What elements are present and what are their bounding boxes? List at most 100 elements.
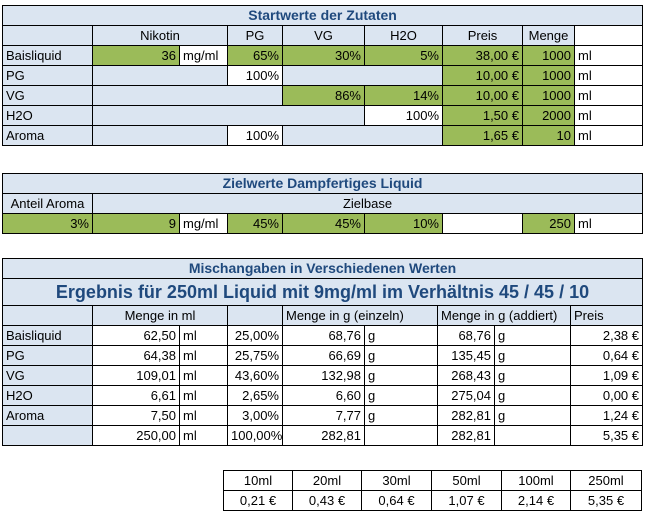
ml-value: 109,01	[92, 365, 180, 386]
preis-value: 1,24 €	[569, 405, 644, 426]
empty-cell	[92, 65, 228, 86]
size-label: 30ml	[361, 470, 432, 491]
menge-input[interactable]: 1000	[522, 65, 575, 86]
header-pg: PG	[227, 25, 283, 46]
g-unit	[364, 425, 438, 446]
g-added-value: 68,76	[437, 325, 495, 346]
ml-value: 62,50	[92, 325, 180, 346]
corner-cell	[2, 25, 93, 46]
g-added-unit: g	[494, 405, 571, 426]
percent-value: 25,00%	[227, 325, 283, 346]
menge-input[interactable]: 2000	[522, 105, 575, 126]
start-row-vg: VG 86% 14% 10,00 € 1000 ml	[2, 85, 644, 106]
price-value: 5,35 €	[570, 490, 642, 511]
preis-input[interactable]: 38,00 €	[442, 45, 523, 66]
header-preis: Preis	[442, 25, 523, 46]
aroma-anteil-input[interactable]: 3%	[2, 213, 93, 234]
g-total: 282,81	[282, 425, 365, 446]
empty-cell	[92, 105, 365, 126]
preis-value: 2,38 €	[569, 325, 644, 346]
ml-value: 6,61	[92, 385, 180, 406]
ml-unit: ml	[179, 365, 228, 386]
ziel-menge-input[interactable]: 250	[522, 213, 575, 234]
menge-input[interactable]: 1000	[522, 45, 575, 66]
row-label: PG	[2, 345, 93, 366]
row-label: VG	[2, 365, 93, 386]
preis-input[interactable]: 1,50 €	[442, 105, 523, 126]
ziel-h2o-input[interactable]: 10%	[364, 213, 443, 234]
g-added-total: 282,81	[437, 425, 495, 446]
g-added-value: 268,43	[437, 365, 495, 386]
percent-value: 25,75%	[227, 345, 283, 366]
ziel-table: Zielwerte Dampfertiges Liquid Anteil Aro…	[1, 173, 644, 234]
empty-cell	[282, 65, 443, 86]
ziel-title: Zielwerte Dampfertiges Liquid	[1, 173, 644, 194]
misch-row-vg: VG 109,01 ml 43,60% 132,98 g 268,43 g 1,…	[2, 365, 644, 386]
price-values-row: 0,21 € 0,43 € 0,64 € 1,07 € 2,14 € 5,35 …	[223, 490, 642, 511]
menge-input[interactable]: 10	[522, 125, 575, 146]
vg-input[interactable]: 30%	[282, 45, 365, 66]
vg-input[interactable]: 86%	[282, 85, 365, 106]
preis-total: 5,35 €	[569, 425, 644, 446]
ml-unit: ml	[179, 405, 228, 426]
percent-value: 3,00%	[227, 405, 283, 426]
h2o-value: 100%	[364, 105, 443, 126]
misch-row-h2o: H2O 6,61 ml 2,65% 6,60 g 275,04 g 0,00 €	[2, 385, 644, 406]
ziel-vg-input[interactable]: 45%	[282, 213, 365, 234]
header-h2o: H2O	[364, 25, 443, 46]
row-label: VG	[2, 85, 93, 106]
price-table: 10ml 20ml 30ml 50ml 100ml 250ml 0,21 € 0…	[223, 470, 642, 511]
nikotin-input[interactable]: 36	[92, 45, 180, 66]
corner-cell	[2, 305, 93, 326]
menge-unit: ml	[573, 125, 644, 146]
preis-input[interactable]: 1,65 €	[442, 125, 523, 146]
size-label: 250ml	[570, 470, 642, 491]
preis-value: 0,00 €	[569, 385, 644, 406]
misch-title: Mischangaben in Verschiedenen Werten	[1, 258, 644, 279]
g-added-unit: g	[494, 325, 571, 346]
size-label: 10ml	[223, 470, 293, 491]
g-value: 6,60	[282, 385, 365, 406]
ml-unit: ml	[179, 425, 228, 446]
result-title: Ergebnis für 250ml Liquid mit 9mg/ml im …	[1, 278, 644, 306]
misch-table-block: Mischangaben in Verschiedenen Werten Erg…	[1, 258, 644, 446]
ml-unit: ml	[179, 345, 228, 366]
g-added-value: 275,04	[437, 385, 495, 406]
size-label: 50ml	[431, 470, 502, 491]
ziel-nikotin-unit: mg/ml	[179, 213, 228, 234]
ziel-pg-input[interactable]: 45%	[227, 213, 283, 234]
price-value: 0,64 €	[361, 490, 432, 511]
g-unit: g	[364, 385, 438, 406]
header-menge-g: Menge in g (einzeln)	[282, 305, 438, 326]
preis-input[interactable]: 10,00 €	[442, 65, 523, 86]
header-menge-ml: Menge in ml	[92, 305, 228, 326]
ziel-nikotin-input[interactable]: 9	[92, 213, 180, 234]
ziel-table-block: Zielwerte Dampfertiges Liquid Anteil Aro…	[1, 173, 644, 234]
zielbase-label: Zielbase	[91, 193, 644, 214]
g-value: 132,98	[282, 365, 365, 386]
preis-input[interactable]: 10,00 €	[442, 85, 523, 106]
empty-cell	[442, 213, 523, 234]
ml-total: 250,00	[92, 425, 180, 446]
row-label: Baisliquid	[2, 325, 93, 346]
empty-cell	[92, 85, 283, 106]
preis-value: 1,09 €	[569, 365, 644, 386]
preis-value: 0,64 €	[569, 345, 644, 366]
ml-value: 7,50	[92, 405, 180, 426]
menge-input[interactable]: 1000	[522, 85, 575, 106]
misch-row-aroma: Aroma 7,50 ml 3,00% 7,77 g 282,81 g 1,24…	[2, 405, 644, 426]
empty-cell	[282, 125, 443, 146]
pg-input[interactable]: 65%	[227, 45, 283, 66]
percent-value: 2,65%	[227, 385, 283, 406]
anteil-aroma-label: Anteil Aroma	[2, 193, 93, 214]
size-label: 100ml	[501, 470, 571, 491]
h2o-input[interactable]: 5%	[364, 45, 443, 66]
header-menge-g-addiert: Menge in g (addiert)	[437, 305, 571, 326]
h2o-input[interactable]: 14%	[364, 85, 443, 106]
header-nikotin: Nikotin	[92, 25, 228, 46]
row-label: Aroma	[2, 125, 93, 146]
g-unit: g	[364, 345, 438, 366]
g-unit: g	[364, 365, 438, 386]
g-unit: g	[364, 405, 438, 426]
start-table: Startwerte der Zutaten Nikotin PG VG H2O…	[1, 5, 644, 146]
